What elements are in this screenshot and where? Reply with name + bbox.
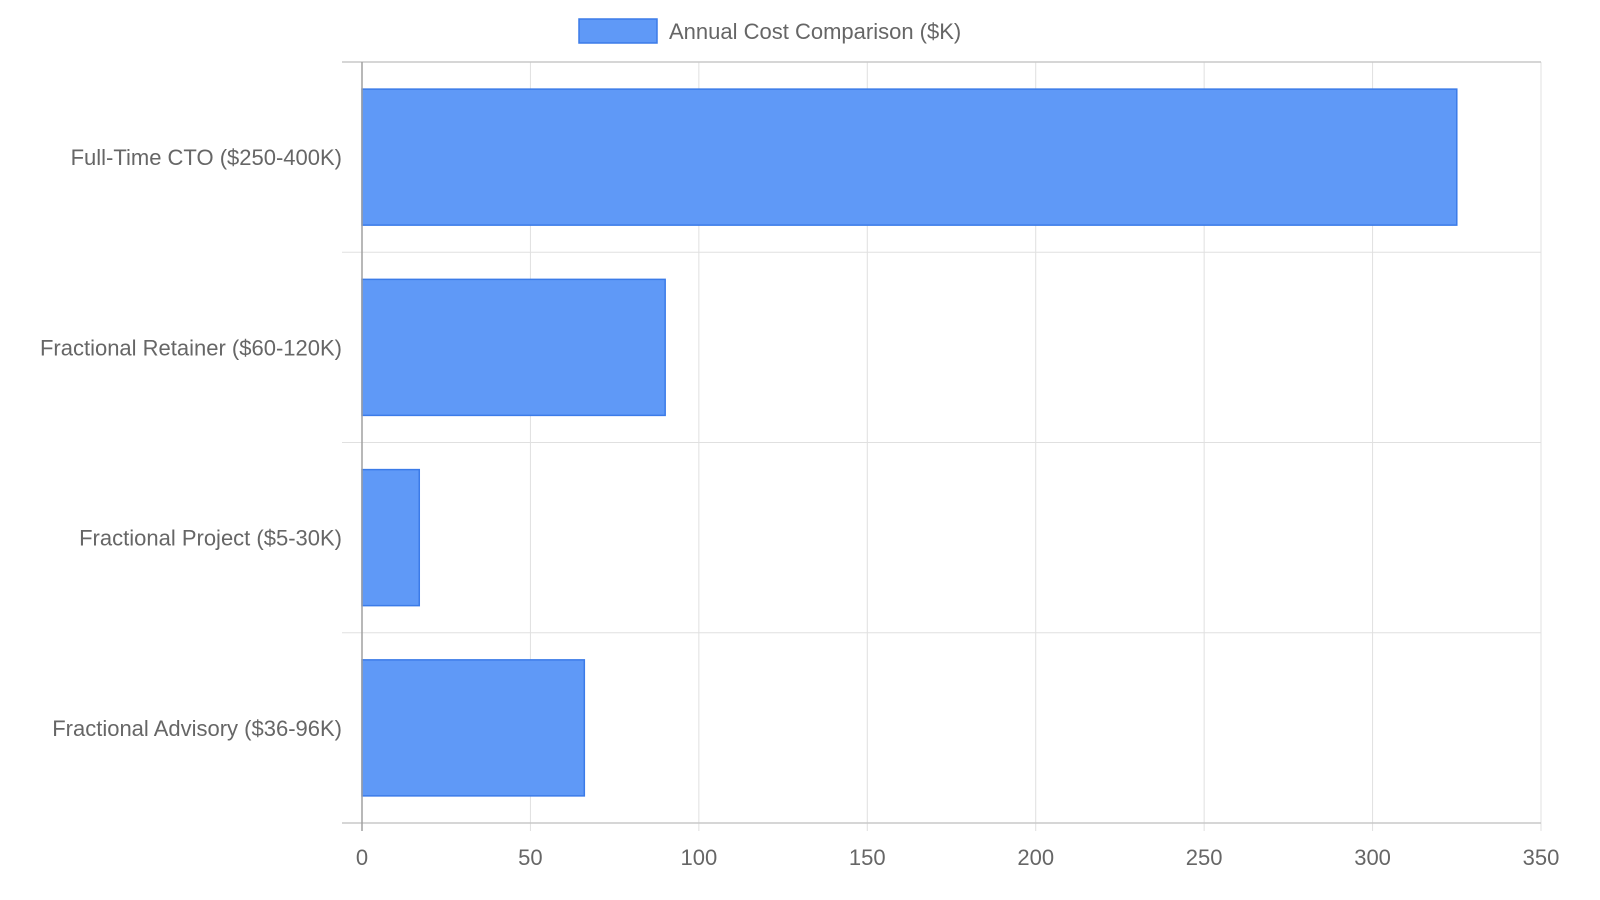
- bar-chart: 0 50 100 150 200 250 300 350 Full-Time CTO ($250…: [40, 18, 1559, 870]
- category-label: Full-Time CTO ($250-400K): [71, 145, 342, 170]
- x-tick-label: 200: [1017, 845, 1054, 870]
- x-tick-label: 50: [518, 845, 542, 870]
- bar[interactable]: [361, 88, 1458, 226]
- x-tick-label: 100: [680, 845, 717, 870]
- category-label: Fractional Project ($5-30K): [79, 526, 342, 551]
- bar[interactable]: [361, 278, 666, 417]
- x-tick-label: 250: [1186, 845, 1223, 870]
- legend-swatch[interactable]: [578, 18, 658, 44]
- bar-layer: [361, 88, 1458, 797]
- legend[interactable]: Annual Cost Comparison ($K): [578, 18, 961, 44]
- bar[interactable]: [361, 659, 586, 797]
- legend-label[interactable]: Annual Cost Comparison ($K): [669, 19, 961, 44]
- category-label: Fractional Retainer ($60-120K): [40, 335, 342, 360]
- x-tick-label: 300: [1354, 845, 1391, 870]
- x-tick-label: 350: [1523, 845, 1560, 870]
- label-layer: 0 50 100 150 200 250 300 350 Full-Time CTO ($250…: [40, 145, 1559, 870]
- bar[interactable]: [361, 468, 421, 607]
- category-label: Fractional Advisory ($36-96K): [52, 716, 342, 741]
- x-tick-label: 0: [356, 845, 368, 870]
- chart-container: 0 50 100 150 200 250 300 350 Full-Time CTO ($250…: [40, 18, 1559, 870]
- x-tick-label: 150: [849, 845, 886, 870]
